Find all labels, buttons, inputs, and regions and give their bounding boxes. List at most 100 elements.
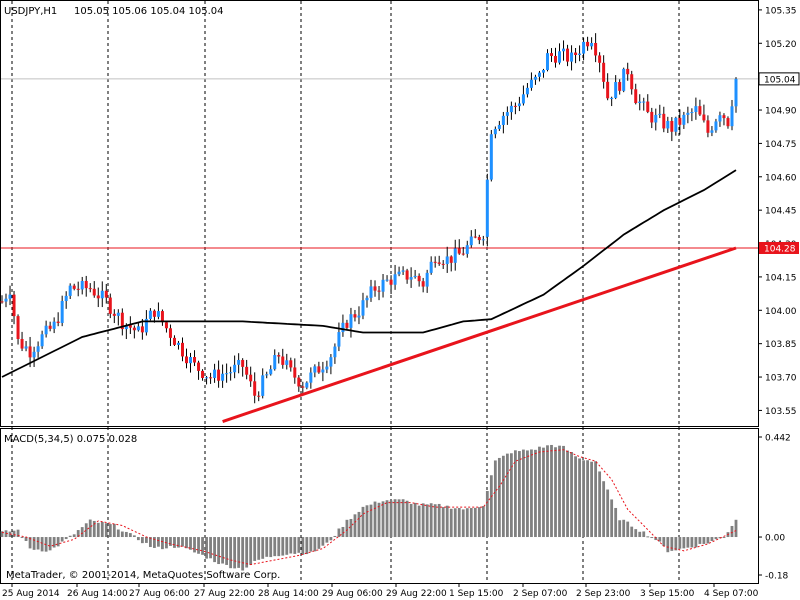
macd-bar: [441, 507, 445, 538]
candle-body: [297, 377, 301, 387]
candle-body: [678, 117, 682, 125]
macd-bar: [321, 537, 325, 546]
macd-bar: [429, 503, 433, 538]
candle-body: [405, 270, 409, 280]
macd-bar: [522, 449, 525, 538]
time-tick-label: 28 Aug 14:00: [258, 589, 319, 599]
macd-axis: 0.442 0.00 -0.18: [758, 434, 791, 582]
time-tick-label: 26 Aug 14:00: [67, 589, 128, 599]
macd-bar: [734, 519, 738, 538]
macd-bar: [365, 505, 369, 538]
candle-body: [0, 301, 4, 303]
price-tick-label: 104.00: [765, 307, 797, 317]
candle-body: [389, 279, 393, 285]
macd-bar: [566, 450, 569, 538]
candle-body: [180, 342, 184, 357]
candle-body: [140, 326, 144, 333]
macd-bar: [60, 537, 64, 542]
macd-bar: [72, 534, 76, 538]
time-tick-label: 29 Aug 06:00: [322, 589, 383, 599]
candle-body: [549, 53, 553, 56]
candle-body: [558, 51, 562, 63]
price-tick-label: 104.90: [765, 107, 797, 117]
candle-body: [349, 314, 353, 328]
candle-body: [217, 369, 221, 381]
candle-body: [517, 103, 521, 107]
macd-bar: [465, 508, 469, 538]
macd-bar: [461, 509, 465, 538]
macd-bar: [273, 537, 277, 557]
macd-bar: [546, 445, 549, 538]
candle-body: [325, 366, 329, 370]
candle-body: [493, 128, 497, 135]
macd-bar: [381, 501, 385, 538]
macd-bar: [185, 537, 188, 549]
macd-bar: [582, 460, 585, 538]
macd-bar: [128, 533, 132, 538]
candle-body: [168, 328, 172, 338]
candlestick-series: [0, 33, 738, 404]
copyright-label: MetaTrader, © 2001-2014, MetaQuotes Soft…: [6, 570, 280, 581]
candle-body: [541, 70, 545, 73]
candle-body: [441, 263, 445, 265]
candle-body: [694, 106, 698, 113]
macd-bar: [289, 537, 293, 554]
macd-bar: [397, 499, 401, 538]
macd-bar: [606, 489, 610, 538]
candle-body: [285, 360, 289, 365]
candle-body: [473, 236, 477, 238]
candle-body: [132, 327, 136, 331]
candle-body: [221, 373, 225, 381]
macd-bar: [132, 535, 136, 538]
candle-body: [261, 375, 265, 396]
macd-bar: [265, 537, 269, 557]
macd-bar: [377, 502, 381, 538]
candle-body: [481, 239, 485, 241]
candle-body: [578, 53, 582, 55]
macd-bar: [630, 526, 634, 538]
macd-bar: [710, 537, 714, 542]
macd-bar: [481, 506, 485, 538]
candle-body: [574, 52, 578, 55]
price-panel[interactable]: [0, 0, 759, 427]
candle-body: [100, 290, 104, 299]
candle-body: [40, 334, 44, 347]
trend-line-path[interactable]: [222, 246, 737, 423]
macd-bar: [570, 452, 573, 538]
candle-body: [533, 76, 537, 80]
macd-bar: [96, 522, 100, 538]
candle-body: [201, 370, 205, 378]
macd-bar: [213, 537, 216, 563]
candle-body: [361, 300, 365, 316]
macd-bar: [80, 527, 84, 538]
candle-body: [630, 74, 634, 90]
trend-line[interactable]: [222, 246, 737, 423]
candle-body: [614, 82, 618, 98]
macd-bar: [136, 537, 140, 541]
candle-body: [602, 62, 606, 82]
macd-bar: [698, 537, 702, 544]
candle-body: [457, 248, 461, 254]
candle-body: [730, 106, 734, 127]
candle-body: [666, 120, 670, 129]
candle-body: [56, 321, 60, 323]
macd-bar: [433, 504, 437, 538]
macd-bar: [602, 481, 606, 538]
candle-body: [273, 355, 277, 370]
candle-body: [152, 310, 156, 317]
candle-body: [92, 288, 96, 296]
macd-bar: [353, 514, 357, 538]
candle-body: [345, 322, 349, 328]
candle-body: [445, 256, 449, 265]
macd-bar: [385, 500, 389, 538]
macd-bar: [349, 518, 353, 538]
candle-body: [128, 325, 132, 328]
macd-bar: [722, 537, 726, 539]
candle-body: [269, 369, 273, 375]
candle-body: [417, 275, 421, 282]
candle-body: [160, 311, 164, 323]
candle-body: [706, 120, 710, 133]
macd-bar: [305, 537, 309, 555]
price-tick-label: 104.60: [765, 173, 797, 183]
